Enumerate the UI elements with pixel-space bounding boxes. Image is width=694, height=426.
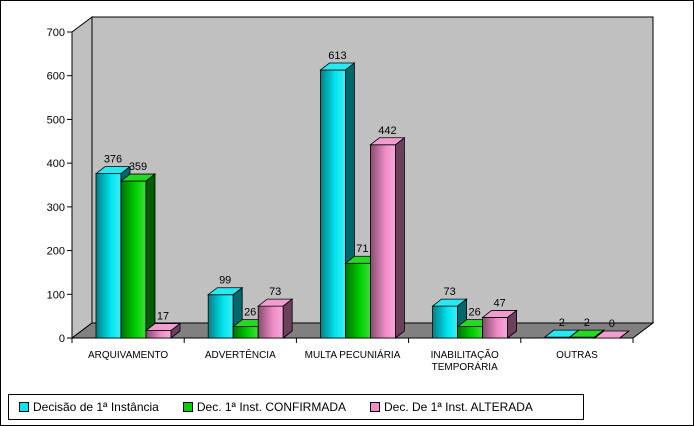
bar	[593, 330, 630, 339]
data-label: 376	[104, 154, 122, 166]
y-tick-label: 700	[47, 27, 65, 39]
bar	[257, 298, 294, 339]
y-tick-label: 300	[47, 202, 65, 214]
bar	[481, 309, 518, 339]
data-label: 73	[269, 286, 281, 298]
y-tick-label: 100	[47, 289, 65, 301]
bar-front	[457, 326, 484, 339]
legend-item-series-2: Dec. 1ª Inst. CONFIRMADA	[182, 400, 346, 414]
x-tick-label: ADVERTÊNCIA	[205, 348, 276, 361]
data-label: 73	[443, 286, 455, 298]
data-label: 26	[244, 307, 256, 319]
legend-swatch-series-1	[19, 402, 29, 412]
x-tick-label: ARQUIVAMENTO	[88, 350, 168, 361]
data-label: 17	[157, 311, 169, 323]
bar-side	[394, 136, 405, 339]
bar-front	[232, 326, 259, 339]
side-wall	[71, 16, 93, 339]
bar-front	[207, 294, 234, 339]
legend-item-series-3: Dec. De 1ª Inst. ALTERADA	[370, 400, 533, 414]
bar-front	[145, 330, 172, 339]
y-tick-label: 500	[47, 114, 65, 126]
legend-swatch-series-2	[182, 402, 193, 412]
bar-side	[170, 322, 181, 339]
data-label: 2	[584, 317, 590, 329]
bar-front	[319, 69, 346, 339]
legend: Decisão de 1ª Instância Dec. 1ª Inst. CO…	[8, 394, 584, 420]
data-label: 2	[559, 317, 565, 329]
data-label: 0	[609, 318, 615, 330]
bar-front	[482, 317, 509, 339]
bar	[207, 286, 244, 339]
bar-front	[257, 305, 284, 339]
y-tick-label: 400	[47, 158, 65, 170]
x-tick-label: MULTA PECUNIÁRIA	[305, 348, 401, 361]
data-label: 613	[328, 50, 346, 62]
bar-front	[120, 180, 147, 339]
y-tick-label: 600	[47, 71, 65, 83]
bar	[144, 322, 182, 339]
bar	[369, 136, 406, 339]
legend-swatch-series-3	[370, 402, 380, 412]
bar-side	[619, 330, 630, 339]
data-label: 47	[493, 297, 505, 309]
data-label: 442	[378, 125, 396, 137]
bar	[119, 173, 157, 339]
legend-item-series-1: Decisão de 1ª Instância	[19, 400, 159, 414]
bar-side	[145, 173, 156, 339]
legend-label-series-1: Decisão de 1ª Instância	[33, 400, 159, 414]
x-tick-label: TEMPORÁRIA	[432, 360, 498, 373]
bar-front	[369, 144, 396, 339]
bar-front	[432, 305, 459, 339]
x-tick-label: INABILITAÇÃO	[431, 348, 499, 361]
legend-label-series-2: Dec. 1ª Inst. CONFIRMADA	[196, 400, 346, 414]
legend-label-series-3: Dec. De 1ª Inst. ALTERADA	[384, 400, 533, 414]
data-label: 99	[219, 275, 231, 287]
y-tick-label: 0	[59, 333, 65, 345]
x-tick-label: OUTRAS	[556, 350, 598, 361]
data-label: 71	[356, 243, 368, 255]
bar-chart: 0 100 200 300 400 500 600 700 376 359 17 ARQUIVAMEN…	[47, 16, 655, 373]
y-tick-label: 200	[47, 246, 65, 258]
bar-front	[95, 173, 122, 339]
bar-front	[344, 262, 371, 339]
data-label: 359	[129, 161, 147, 173]
bar-side	[507, 309, 517, 339]
data-label: 26	[468, 307, 480, 319]
bar-side	[282, 298, 293, 339]
